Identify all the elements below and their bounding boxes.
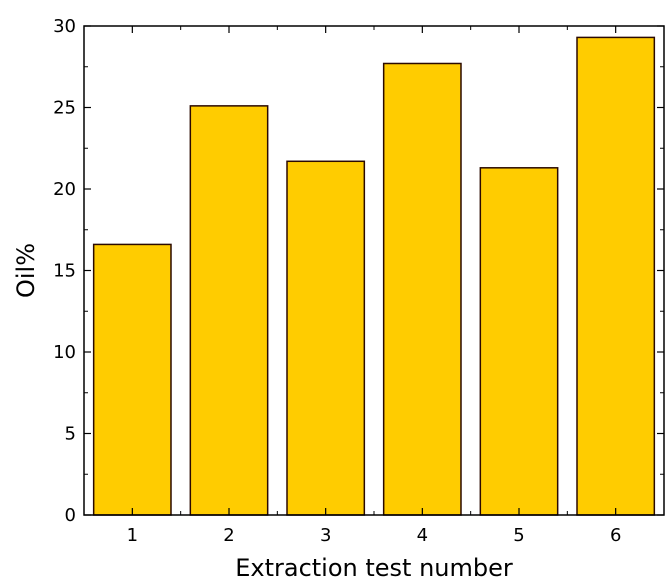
y-tick-label: 15 [53, 261, 76, 282]
x-tick-label: 1 [127, 525, 138, 546]
bar-6 [576, 36, 656, 516]
x-tick-label: 4 [417, 525, 428, 546]
y-tick-label: 5 [65, 424, 76, 445]
y-axis-title: Oil% [12, 243, 40, 298]
x-axis-title: Extraction test number [235, 554, 513, 579]
y-tick-label: 20 [53, 179, 76, 200]
bar-1 [92, 243, 172, 516]
y-tick-label: 0 [65, 505, 76, 526]
x-tick-label: 5 [513, 525, 524, 546]
bar-2 [189, 105, 269, 516]
bar-5 [479, 167, 559, 516]
bar-3 [286, 160, 366, 516]
x-tick-label: 3 [320, 525, 331, 546]
tick-labels-group: 1 2 3 4 5 6 0 5 10 15 20 25 30 [53, 16, 621, 546]
x-tick-label: 2 [223, 525, 234, 546]
y-tick-label: 25 [53, 98, 76, 119]
y-tick-label: 10 [53, 342, 76, 363]
x-tick-label: 6 [610, 525, 621, 546]
y-tick-label: 30 [53, 16, 76, 37]
bar-4 [382, 62, 462, 516]
bars-group [92, 36, 656, 516]
plot-frame [83, 25, 665, 516]
